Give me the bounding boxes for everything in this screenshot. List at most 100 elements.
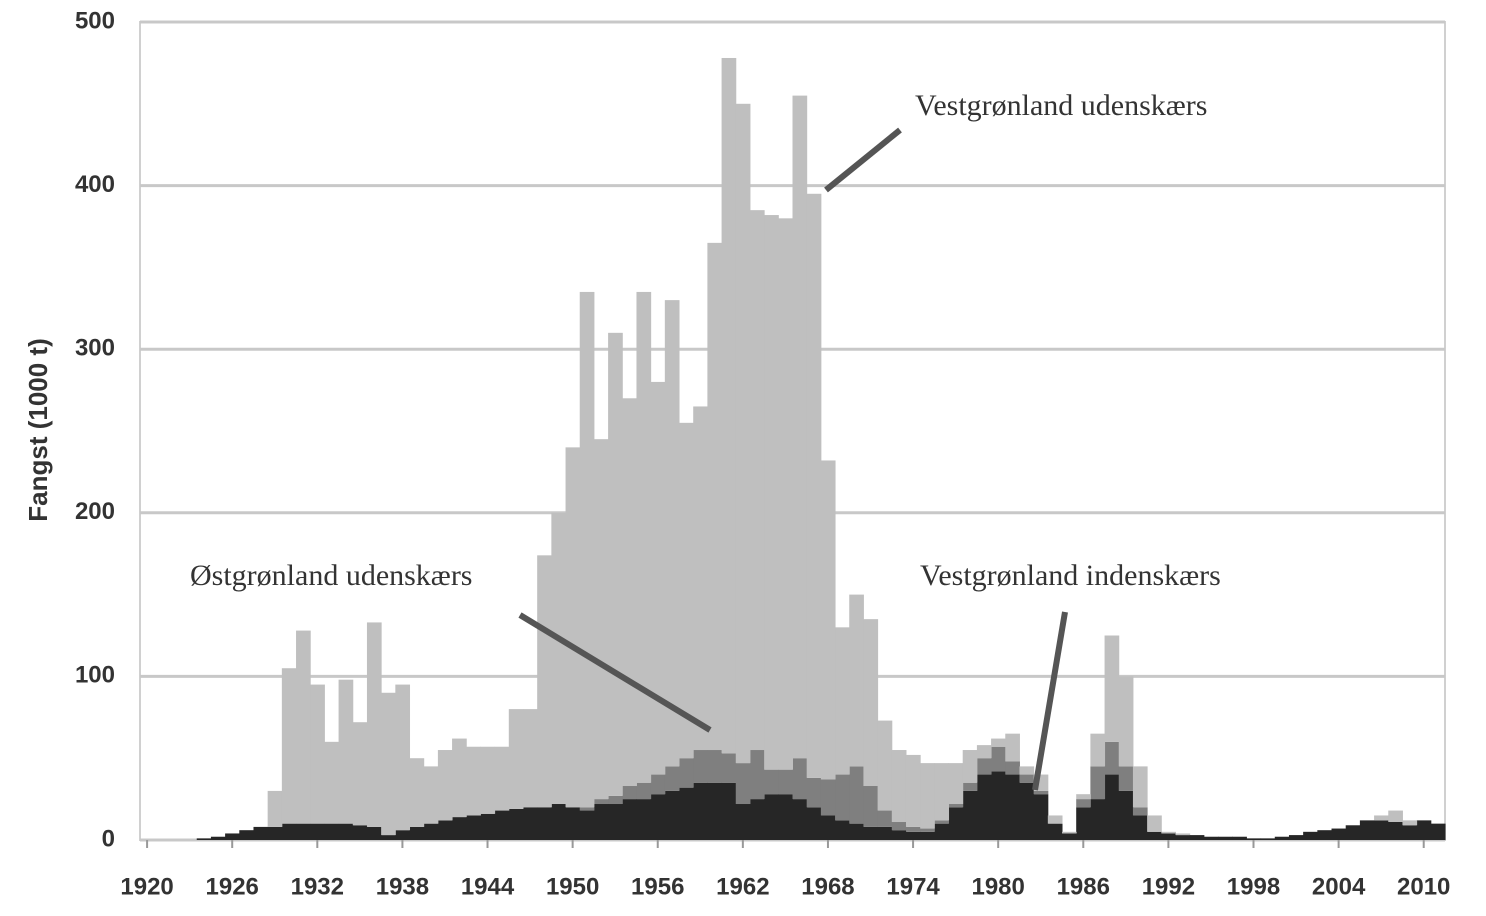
bar-segment bbox=[650, 381, 666, 775]
bar-segment bbox=[877, 826, 893, 840]
bar-segment bbox=[1147, 815, 1162, 832]
bar-segment bbox=[608, 795, 623, 805]
bar-segment bbox=[1076, 807, 1091, 840]
bar-segment bbox=[239, 830, 254, 840]
bar-segment bbox=[196, 838, 212, 840]
bar-segment bbox=[1132, 766, 1148, 808]
bar-segment bbox=[976, 745, 992, 759]
bar-segment bbox=[778, 794, 793, 840]
bar-segment bbox=[579, 810, 595, 840]
x-tick-label: 1998 bbox=[1227, 873, 1280, 900]
bar-segment bbox=[721, 57, 737, 754]
bar-segment bbox=[622, 398, 637, 787]
bar-segment bbox=[749, 799, 765, 840]
bar-segment bbox=[835, 627, 850, 775]
bar-segment bbox=[636, 782, 652, 800]
bar-segment bbox=[650, 794, 666, 840]
bar-segment bbox=[891, 822, 907, 831]
bar-segment bbox=[806, 777, 822, 808]
bar-segment bbox=[395, 684, 411, 831]
bar-segment bbox=[863, 786, 879, 827]
bar-segment bbox=[409, 758, 425, 827]
bar-segment bbox=[792, 758, 808, 800]
bar-segment bbox=[636, 799, 652, 840]
bar-segment bbox=[920, 763, 935, 829]
bar-segment bbox=[281, 823, 297, 840]
x-tick-label: 1968 bbox=[801, 873, 854, 900]
bar-segment bbox=[764, 794, 779, 840]
y-tick-label: 200 bbox=[75, 498, 115, 525]
bar-segment bbox=[735, 103, 751, 764]
bar-segment bbox=[338, 823, 354, 840]
bar-segment bbox=[296, 630, 311, 824]
annotation-arrow bbox=[518, 612, 712, 733]
bar-segment bbox=[1218, 836, 1233, 840]
bar-segment bbox=[934, 763, 950, 821]
bar-segment bbox=[352, 722, 368, 826]
bar-segment bbox=[664, 790, 680, 840]
bar-segment bbox=[579, 807, 595, 811]
bar-segment bbox=[608, 804, 623, 840]
bar-segment bbox=[1331, 828, 1347, 840]
bar-segment bbox=[1047, 815, 1063, 824]
bar-segment bbox=[1019, 766, 1035, 775]
bar-segment bbox=[423, 766, 439, 824]
bar-segment bbox=[1062, 833, 1077, 840]
bar-segment bbox=[679, 758, 694, 788]
bar-segment bbox=[707, 750, 723, 783]
bar-segment bbox=[593, 799, 609, 805]
bar-segment bbox=[905, 831, 921, 840]
bar-segment bbox=[338, 679, 354, 824]
x-tick-label: 2004 bbox=[1312, 873, 1366, 900]
annotation-arrow bbox=[1032, 611, 1068, 791]
bar-segment bbox=[749, 750, 765, 800]
x-tick-label: 1938 bbox=[376, 873, 429, 900]
bar-segment bbox=[962, 750, 978, 783]
bar-segment bbox=[1118, 766, 1134, 791]
bar-segment bbox=[934, 823, 950, 840]
bar-segment bbox=[1019, 774, 1035, 783]
bar-segment bbox=[679, 787, 694, 840]
bar-segment bbox=[565, 447, 581, 808]
x-tick-label: 1974 bbox=[886, 873, 940, 900]
bar-segment bbox=[991, 746, 1006, 772]
bar-segment bbox=[452, 817, 467, 840]
bar-segment bbox=[1132, 815, 1148, 840]
bar-segment bbox=[1090, 766, 1106, 800]
bar-segment bbox=[508, 709, 524, 809]
bar-segment bbox=[565, 807, 581, 840]
bar-segment bbox=[962, 782, 978, 791]
bar-segment bbox=[1388, 810, 1403, 823]
bar-segment bbox=[1260, 838, 1276, 840]
bar-segment bbox=[1359, 820, 1375, 840]
bar-segment bbox=[1374, 815, 1389, 821]
bar-segment bbox=[1090, 799, 1106, 840]
bar-segment bbox=[466, 815, 481, 840]
bar-segment bbox=[551, 512, 567, 805]
bar-segment bbox=[835, 820, 850, 840]
bar-segment bbox=[1246, 838, 1262, 840]
bar-segment bbox=[522, 709, 538, 808]
series-annotation: Vestgrønland udenskærs bbox=[915, 89, 1207, 122]
bar-segment bbox=[381, 692, 396, 836]
x-tick-label: 1944 bbox=[461, 873, 515, 900]
bar-segment bbox=[622, 786, 637, 800]
bar-segment bbox=[1090, 733, 1106, 767]
bar-segment bbox=[1175, 833, 1191, 836]
bar-segment bbox=[650, 774, 666, 795]
y-tick-label: 500 bbox=[75, 7, 115, 34]
bar-segment bbox=[579, 291, 595, 808]
bar-segment bbox=[976, 758, 992, 775]
bar-segment bbox=[480, 813, 496, 840]
annotation-arrow bbox=[824, 127, 902, 193]
y-tick-label: 0 bbox=[102, 825, 115, 852]
bar-segment bbox=[693, 782, 708, 840]
bar-segment bbox=[920, 828, 935, 832]
bar-segment bbox=[1203, 836, 1219, 840]
bar-segment bbox=[863, 826, 879, 840]
bar-segment bbox=[593, 804, 609, 840]
bar-segment bbox=[1161, 831, 1176, 834]
x-tick-label: 1932 bbox=[291, 873, 344, 900]
bar-segment bbox=[381, 835, 396, 840]
x-tick-label: 1950 bbox=[546, 873, 599, 900]
